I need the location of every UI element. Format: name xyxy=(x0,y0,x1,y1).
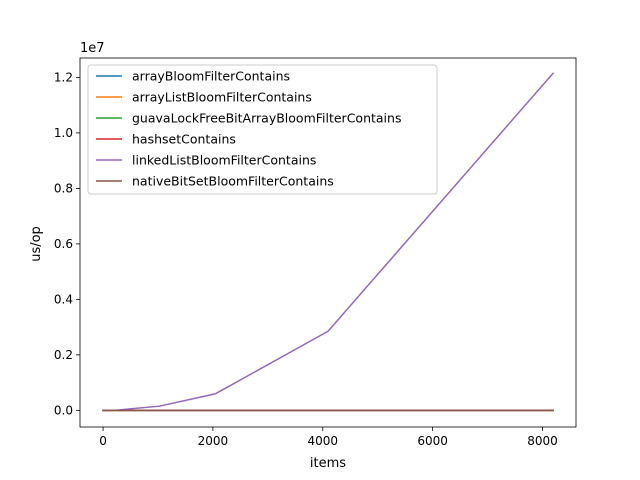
y-tick-label: 0.0 xyxy=(54,403,73,417)
y-tick-label: 0.2 xyxy=(54,348,73,362)
legend-label-1: arrayListBloomFilterContains xyxy=(132,90,312,105)
y-axis-label: us/op xyxy=(29,226,44,262)
plot-area xyxy=(102,72,555,412)
axes-frame xyxy=(79,57,577,428)
legend: arrayBloomFilterContains arrayListBloomFi… xyxy=(87,64,438,195)
x-tick-label: 0 xyxy=(99,434,107,448)
y-tick-label: 0.8 xyxy=(54,181,73,195)
legend-label-0: arrayBloomFilterContains xyxy=(132,69,290,84)
axes: 0 2000 4000 6000 8000 0.0 0.2 0.4 0.6 0.8 1.0 1.2 xyxy=(54,57,577,448)
y-offset-label: 1e7 xyxy=(80,41,105,56)
legend-label-3: hashsetContains xyxy=(132,132,236,147)
x-tick-label: 2000 xyxy=(198,434,229,448)
y-tick-label: 0.4 xyxy=(54,292,73,306)
legend-label-2: guavaLockFreeBitArrayBloomFilterContains xyxy=(132,111,401,126)
y-tick-label: 1.0 xyxy=(54,126,73,140)
x-axis-label: items xyxy=(310,456,346,471)
y-tick-label: 1.2 xyxy=(54,70,73,84)
x-tick-label: 6000 xyxy=(417,434,448,448)
legend-box xyxy=(87,64,438,195)
legend-label-5: nativeBitSetBloomFilterContains xyxy=(132,174,334,189)
legend-label-4: linkedListBloomFilterContains xyxy=(132,153,316,168)
y-tick-label: 0.6 xyxy=(54,237,73,251)
x-tick-label: 4000 xyxy=(308,434,339,448)
x-tick-label: 8000 xyxy=(527,434,558,448)
